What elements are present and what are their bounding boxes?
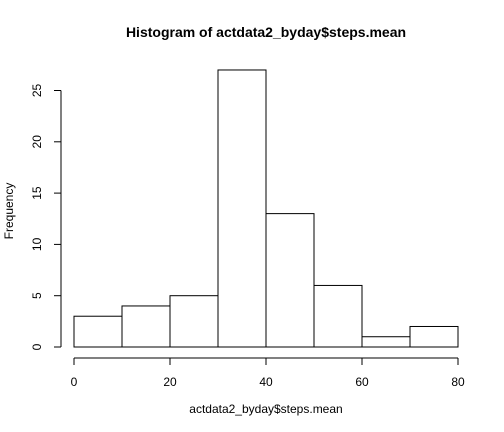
x-tick-label: 60: [355, 375, 369, 389]
y-axis: 0 5 10 15 20 25: [30, 84, 62, 350]
y-tick-label: 0: [30, 343, 44, 350]
x-tick-label: 40: [259, 375, 273, 389]
histogram-bar: [217, 69, 267, 348]
x-axis-label: actdata2_byday$steps.mean: [189, 402, 342, 416]
y-tick-label: 25: [30, 84, 44, 98]
histogram-bar: [313, 284, 363, 348]
histogram-bar: [409, 325, 459, 348]
y-axis-label: Frequency: [2, 183, 16, 240]
histogram-bar: [169, 295, 219, 348]
x-tick-label: 20: [163, 375, 177, 389]
x-tick-label: 80: [451, 375, 465, 389]
histogram-bar: [361, 336, 411, 348]
y-tick-label: 10: [30, 237, 44, 251]
histogram-bar: [265, 213, 315, 348]
bars-group: [73, 69, 459, 348]
y-tick-label: 15: [30, 186, 44, 200]
y-tick-label: 5: [30, 292, 44, 299]
chart-title: Histogram of actdata2_byday$steps.mean: [126, 24, 406, 40]
y-tick-label: 20: [30, 135, 44, 149]
x-axis: 0 20 40 60 80: [71, 357, 465, 389]
histogram-bar: [73, 315, 123, 348]
histogram-bar: [121, 305, 171, 348]
x-tick-label: 0: [71, 375, 78, 389]
